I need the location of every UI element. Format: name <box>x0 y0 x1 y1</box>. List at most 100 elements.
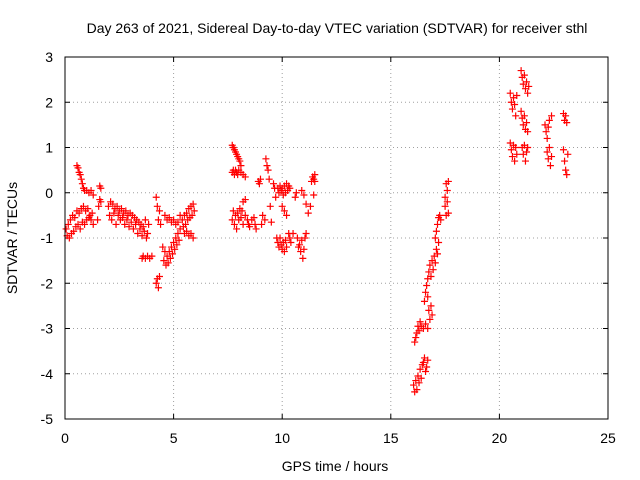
data-point <box>523 148 531 156</box>
y-tick-label: -1 <box>41 230 54 246</box>
data-point <box>182 220 190 228</box>
data-point <box>413 386 421 394</box>
data-point <box>511 101 519 109</box>
data-point <box>545 116 553 124</box>
data-point <box>229 207 237 215</box>
data-point <box>251 220 259 228</box>
data-point <box>64 220 72 228</box>
data-point <box>241 173 249 181</box>
data-point <box>302 229 310 237</box>
data-point <box>424 293 432 301</box>
data-point <box>293 234 301 242</box>
data-point <box>412 334 420 342</box>
data-point <box>286 184 294 192</box>
data-point <box>411 338 419 346</box>
data-point <box>62 225 70 233</box>
data-point <box>298 186 306 194</box>
y-tick-label: -2 <box>41 275 54 291</box>
data-point <box>433 220 441 228</box>
data-point <box>189 234 197 242</box>
data-point <box>564 150 572 158</box>
data-point <box>513 150 521 158</box>
data-point <box>548 153 556 161</box>
data-point <box>138 232 146 240</box>
data-point <box>542 128 550 136</box>
data-point <box>543 134 551 142</box>
data-point <box>121 220 129 228</box>
data-point <box>159 243 167 251</box>
data-point <box>286 234 294 242</box>
data-point <box>310 191 318 199</box>
data-point <box>424 325 432 332</box>
data-point <box>423 282 431 290</box>
data-point <box>419 358 427 366</box>
data-point <box>113 202 121 210</box>
data-point <box>511 157 519 165</box>
data-point <box>110 209 118 217</box>
data-point <box>523 119 531 127</box>
data-point <box>155 272 163 280</box>
data-point <box>84 205 92 213</box>
data-point <box>425 268 433 276</box>
data-point <box>71 214 79 222</box>
data-point <box>517 67 525 75</box>
data-point <box>422 288 430 296</box>
x-tick-label: 5 <box>170 430 178 446</box>
data-point <box>561 157 569 165</box>
data-point <box>562 112 570 120</box>
data-point <box>246 223 254 231</box>
data-point <box>70 227 78 235</box>
data-point <box>256 175 264 183</box>
data-point <box>164 259 172 267</box>
y-tick-label: -3 <box>41 321 54 337</box>
y-tick-label: 2 <box>45 94 53 110</box>
data-point <box>506 89 514 97</box>
data-point <box>174 218 182 226</box>
data-point <box>426 315 434 323</box>
data-point <box>173 241 181 249</box>
data-point <box>270 180 278 188</box>
data-point <box>261 216 269 224</box>
data-point <box>236 157 244 165</box>
data-point <box>283 243 291 251</box>
data-point <box>441 202 449 210</box>
data-point <box>134 229 142 237</box>
chart-title: Day 263 of 2021, Sidereal Day-to-day VTE… <box>87 20 588 36</box>
data-point <box>424 356 432 364</box>
data-point <box>437 216 445 224</box>
data-point <box>426 261 434 269</box>
y-tick-label: 3 <box>45 49 53 65</box>
data-point <box>154 216 162 224</box>
x-tick-label: 0 <box>61 430 69 446</box>
data-point <box>65 234 73 242</box>
data-point <box>237 162 245 170</box>
data-point <box>157 220 165 228</box>
data-point <box>183 209 191 217</box>
data-point <box>281 236 289 244</box>
data-point <box>97 184 105 192</box>
data-point <box>139 223 147 231</box>
data-point <box>109 200 117 208</box>
data-point <box>512 144 520 151</box>
data-point <box>304 209 312 217</box>
data-point <box>301 234 309 242</box>
data-point <box>152 193 160 201</box>
data-point <box>74 164 82 172</box>
data-point <box>233 225 241 233</box>
data-point <box>296 241 304 249</box>
x-tick-label: 20 <box>492 430 508 446</box>
data-point <box>76 225 84 233</box>
data-point <box>441 193 449 201</box>
data-point <box>431 259 439 267</box>
data-point <box>117 205 125 213</box>
data-point <box>255 180 263 188</box>
data-point <box>524 144 532 151</box>
data-point <box>266 202 274 210</box>
data-point <box>241 211 249 219</box>
data-point <box>153 202 161 210</box>
data-point <box>123 216 131 224</box>
data-point <box>190 207 198 215</box>
data-point <box>432 227 440 235</box>
